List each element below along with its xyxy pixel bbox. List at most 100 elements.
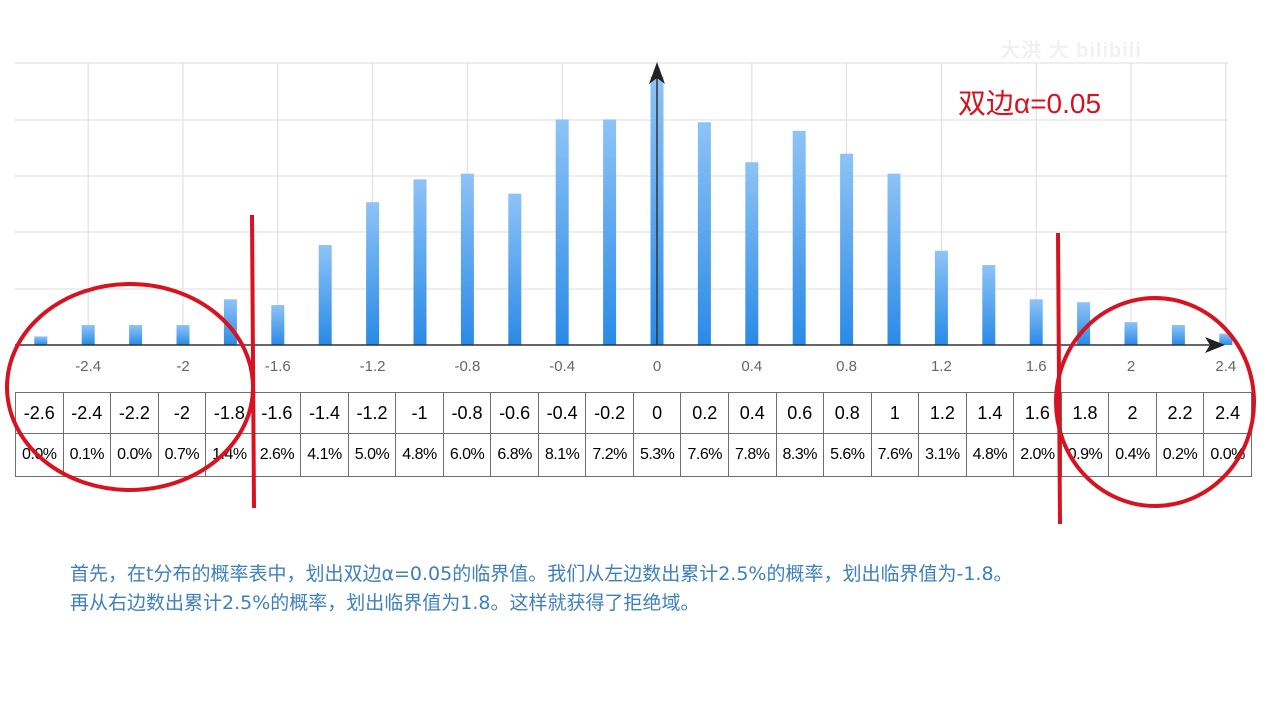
- table-cell-probability: 0.0%: [1203, 433, 1252, 477]
- table-cell-probability: 0.0%: [15, 433, 64, 477]
- table-cell-x: -1.2: [347, 392, 397, 434]
- table-cell-probability: 2.6%: [252, 433, 302, 477]
- table-cell-x: -0.2: [585, 392, 634, 434]
- table-cell-probability: 7.6%: [870, 433, 920, 477]
- table-cell-probability: 0.7%: [157, 433, 207, 477]
- bar-0.8: [840, 153, 854, 345]
- x-tick-label: 1.6: [1026, 358, 1047, 375]
- explanation-caption: 首先，在t分布的概率表中，划出双边α=0.05的临界值。我们从左边数出累计2.5…: [70, 560, 1250, 618]
- bar--0.6: [508, 193, 522, 345]
- table-cell-x: 1.8: [1060, 392, 1110, 434]
- table-cell-probability: 8.3%: [775, 433, 825, 477]
- alpha-annotation: 双边α=0.05: [958, 88, 1102, 119]
- bar--2: [176, 325, 190, 345]
- table-cell-probability: 0.4%: [1108, 433, 1157, 477]
- bar--2.2: [129, 325, 143, 345]
- bar-2.2: [1171, 325, 1185, 345]
- table-cell-x: 1.6: [1013, 392, 1062, 434]
- chart-x-ticks: -2.4 -2 -1.6 -1.2 -0.8 -0.4 0 0.4 0.8 1.2 1.6 2 2.4: [75, 358, 1236, 375]
- bar-1.8: [1077, 302, 1091, 345]
- table-cell-probability: 4.1%: [300, 433, 349, 477]
- table-cell-x: 2: [1108, 392, 1157, 434]
- table-cell-probability: 2.0%: [1013, 433, 1062, 477]
- bar--2.4: [81, 325, 95, 345]
- bar-1.4: [982, 265, 996, 345]
- table-cell-probability: 0.0%: [110, 433, 159, 477]
- table-cell-x: 0.4: [727, 392, 777, 434]
- table-cell-x: -0.4: [537, 392, 587, 434]
- table-cell-probability: 8.1%: [537, 433, 587, 477]
- table-cell-probability: 6.0%: [442, 433, 492, 477]
- bar-0.6: [792, 130, 806, 345]
- bar-2: [1124, 322, 1138, 345]
- table-row-probabilities: 0.0% 0.1% 0.0% 0.7% 1.4% 2.6% 4.1% 5.0% 4.8% 6.0%…: [15, 433, 1252, 477]
- table-cell-x: 1: [870, 392, 920, 434]
- x-tick-label: -0.4: [549, 358, 575, 375]
- y-axis-arrow-icon: [649, 62, 665, 84]
- table-cell-probability: 3.1%: [918, 433, 967, 477]
- table-cell-x: -1.6: [252, 392, 302, 434]
- table-cell-x: 2.4: [1203, 392, 1252, 434]
- caption-line-1: 首先，在t分布的概率表中，划出双边α=0.05的临界值。我们从左边数出累计2.5…: [70, 563, 1013, 585]
- table-cell-x: -2.6: [15, 392, 64, 434]
- x-tick-label: 0.4: [741, 358, 762, 375]
- table-cell-probability: 0.1%: [62, 433, 112, 477]
- bilibili-watermark: 大洪 大 bilibili: [1000, 40, 1142, 62]
- bar--1.2: [366, 202, 380, 345]
- table-cell-probability: 4.8%: [965, 433, 1015, 477]
- caption-line-2: 再从右边数出累计2.5%的概率，划出临界值为1.8。这样就获得了拒绝域。: [70, 592, 700, 614]
- x-tick-label: -1.2: [360, 358, 386, 375]
- table-cell-probability: 5.6%: [823, 433, 872, 477]
- table-cell-x: -1: [395, 392, 444, 434]
- table-cell-probability: 7.6%: [680, 433, 729, 477]
- bar--2.6: [34, 336, 48, 345]
- table-cell-x: 1.4: [965, 392, 1015, 434]
- table-cell-x: 1.2: [918, 392, 967, 434]
- bar-1.6: [1029, 299, 1043, 345]
- probability-table: -2.6 -2.4 -2.2 -2 -1.8 -1.6 -1.4 -1.2 -1 -0.8 -0.6…: [15, 392, 1252, 477]
- table-cell-probability: 4.8%: [395, 433, 444, 477]
- table-cell-x: 0: [632, 392, 682, 434]
- x-tick-label: 0: [653, 358, 661, 375]
- table-cell-x: 0.2: [680, 392, 729, 434]
- table-cell-x: -1.8: [205, 392, 254, 434]
- table-cell-x: -2: [157, 392, 207, 434]
- table-row-x-values: -2.6 -2.4 -2.2 -2 -1.8 -1.6 -1.4 -1.2 -1 -0.8 -0.6…: [15, 392, 1252, 434]
- x-tick-label: 1.2: [931, 358, 952, 375]
- x-tick-label: -2.4: [75, 358, 101, 375]
- bar--0.8: [460, 173, 474, 345]
- table-cell-probability: 7.8%: [727, 433, 777, 477]
- x-tick-label: -1.6: [265, 358, 291, 375]
- bar-2.4: [1219, 333, 1233, 345]
- x-tick-label: 0.8: [836, 358, 857, 375]
- table-cell-probability: 5.0%: [347, 433, 397, 477]
- bar--1: [413, 179, 427, 345]
- table-cell-probability: 5.3%: [632, 433, 682, 477]
- table-cell-x: 0.8: [823, 392, 872, 434]
- bar--1.8: [223, 299, 237, 345]
- table-cell-x: -1.4: [300, 392, 349, 434]
- table-cell-x: 0.6: [775, 392, 825, 434]
- bar-1.2: [934, 250, 948, 345]
- table-cell-x: -2.2: [110, 392, 159, 434]
- x-tick-label: 2.4: [1215, 358, 1236, 375]
- table-cell-x: 2.2: [1155, 392, 1205, 434]
- bar-0.2: [697, 122, 711, 346]
- table-cell-probability: 0.9%: [1060, 433, 1110, 477]
- table-cell-probability: 0.2%: [1155, 433, 1205, 477]
- bar--1.4: [318, 245, 332, 345]
- bar--0.4: [555, 119, 569, 346]
- table-cell-x: -0.6: [490, 392, 539, 434]
- x-tick-label: -2: [176, 358, 189, 375]
- table-cell-probability: 1.4%: [205, 433, 254, 477]
- table-cell-x: -2.4: [62, 392, 112, 434]
- bar-0.4: [745, 162, 759, 345]
- table-cell-probability: 6.8%: [490, 433, 539, 477]
- x-tick-label: 2: [1127, 358, 1135, 375]
- bar--1.6: [271, 305, 285, 345]
- bar-1: [887, 173, 901, 345]
- table-cell-x: -0.8: [442, 392, 492, 434]
- table-cell-probability: 7.2%: [585, 433, 634, 477]
- x-tick-label: -0.8: [454, 358, 480, 375]
- bar--0.2: [603, 119, 617, 346]
